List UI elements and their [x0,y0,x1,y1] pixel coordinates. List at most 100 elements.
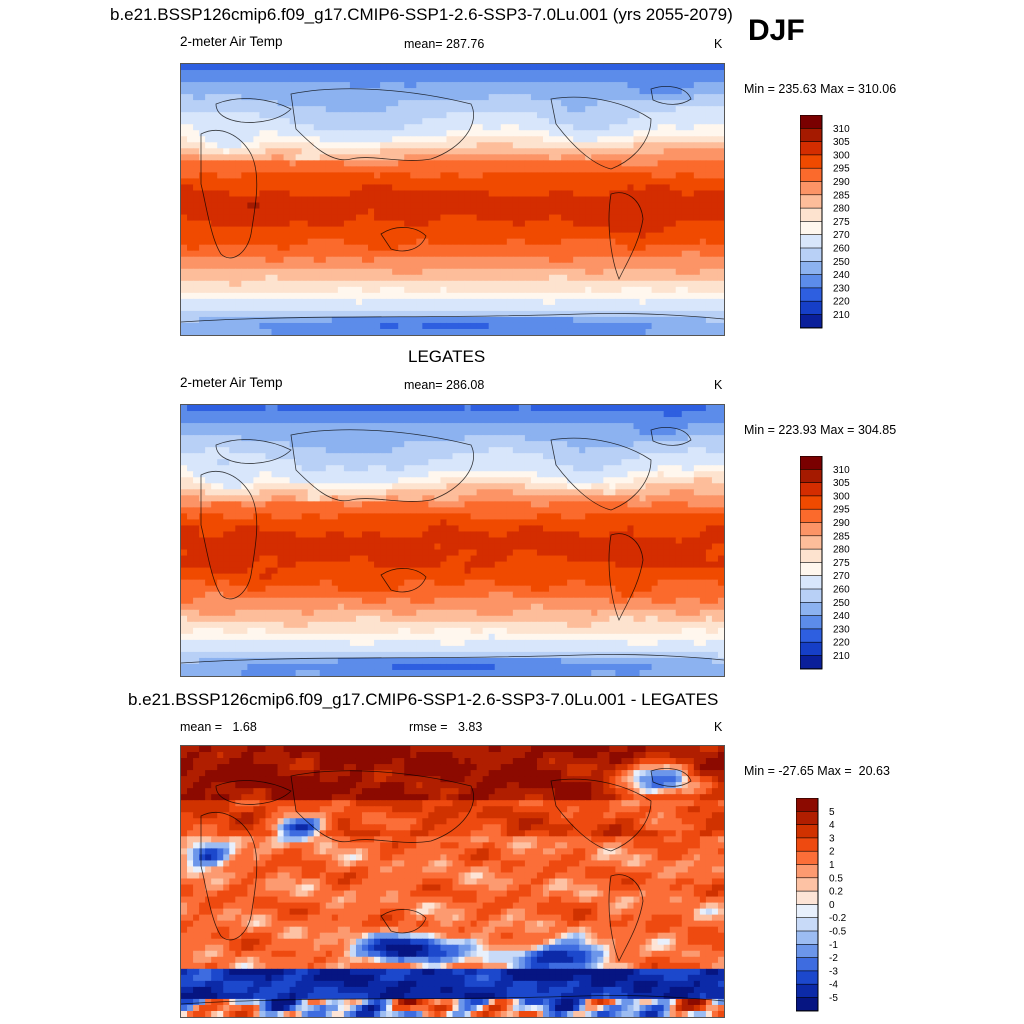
colorbar-swatch [796,798,819,812]
colorbar-tick-label: 305 [833,478,850,489]
colorbar-swatch [800,615,823,630]
panel3-map-svg [181,746,724,1017]
colorbar-tick-label: 295 [833,505,850,516]
colorbar-swatch [800,314,823,329]
panel2-map [180,404,725,677]
colorbar-swatch [800,602,823,617]
colorbar-swatch [800,287,823,302]
panel2-variable-label: 2-meter Air Temp [180,375,283,390]
colorbar-tick-label: 1 [829,860,835,871]
colorbar-swatch [800,194,823,209]
colorbar-swatch [796,930,819,945]
colorbar-swatch [800,562,823,577]
panel1-minmax-label: Min = 235.63 Max = 310.06 [744,82,897,96]
colorbar-tick-label: -0.2 [829,913,847,924]
colorbar-tick-label: 295 [833,164,850,175]
colorbar-swatch [800,300,823,316]
colorbar-tick-label: 285 [833,531,850,542]
panel1-map [180,63,725,336]
colorbar-tick-label: 2 [829,847,835,858]
colorbar-swatch [796,997,819,1012]
colorbar-tick-label: 270 [833,230,850,241]
colorbar-swatch [800,456,823,470]
colorbar-swatch [800,588,823,603]
colorbar-tick-label: 220 [833,638,850,649]
colorbar-tick-label: 0.2 [829,887,843,898]
colorbar-swatch [800,221,823,236]
panel1-units-label: K [714,37,723,51]
colorbar-tick-label: 300 [833,491,850,502]
panel3-title: b.e21.BSSP126cmip6.f09_g17.CMIP6-SSP1-2.… [128,690,719,709]
colorbar-tick-label: 5 [829,807,835,818]
colorbar-tick-label: -3 [829,966,838,977]
panel3-units-label: K [714,720,723,734]
panel2-map-svg [181,405,724,676]
panel1-mean-label: mean= 287.76 [404,37,485,51]
colorbar-swatch [796,850,819,866]
colorbar-swatch [796,983,819,999]
colorbar-swatch [800,167,823,183]
panel2-mean-label: mean= 286.08 [404,378,485,392]
colorbar-tick-label: 210 [833,651,850,662]
colorbar-tick-label: 310 [833,465,850,476]
colorbar-tick-label: 270 [833,571,850,582]
colorbar-tick-label: 285 [833,190,850,201]
colorbar-tick-label: 210 [833,310,850,321]
colorbar-swatch [800,234,823,249]
panel1-map-svg [181,64,724,335]
colorbar-swatch [800,641,823,657]
panel2-minmax-label: Min = 223.93 Max = 304.85 [744,423,897,437]
colorbar-swatch [796,811,819,826]
panel3-mean-label: mean = 1.68 [180,720,257,734]
panel2-colorbar: 310 305 300 295 290 285 280 275 270 260 250 240 230 2… [800,456,880,671]
colorbar-swatch [796,877,819,892]
colorbar-tick-label: 305 [833,137,850,148]
colorbar-swatch [800,207,823,222]
colorbar-tick-label: 280 [833,204,850,215]
colorbar-tick-label: 280 [833,545,850,556]
colorbar-tick-label: 275 [833,217,850,228]
colorbar-swatch [800,522,823,537]
colorbar-swatch [796,864,819,879]
colorbar-tick-label: 290 [833,518,850,529]
panel1-colorbar: 310 305 300 295 290 285 280 275 270 260 250 240 230 2… [800,115,880,330]
colorbar-swatch [800,655,823,670]
colorbar-tick-label: 230 [833,624,850,635]
colorbar-swatch [800,154,823,169]
colorbar-swatch [800,274,823,289]
colorbar-tick-label: 290 [833,177,850,188]
colorbar-swatch [796,837,819,852]
colorbar-tick-label: 3 [829,833,835,844]
colorbar-swatch [800,181,823,196]
colorbar-swatch [800,141,823,156]
colorbar-swatch [800,115,823,129]
colorbar-tick-label: 220 [833,297,850,308]
colorbar-tick-label: -4 [829,980,838,991]
colorbar-swatch [800,128,823,143]
colorbar-swatch [800,247,823,262]
colorbar-tick-label: -0.5 [829,927,847,938]
colorbar-swatch [800,508,823,524]
panel2-units-label: K [714,378,723,392]
colorbar-swatch [800,469,823,484]
colorbar-swatch [796,824,819,839]
colorbar-swatch [796,904,819,919]
panel3-minmax-label: Min = -27.65 Max = 20.63 [744,764,890,778]
colorbar-swatch [800,535,823,550]
panel2-title: LEGATES [408,347,486,366]
colorbar-swatch [796,890,819,905]
colorbar-tick-label: 0 [829,900,835,911]
main-title: b.e21.BSSP126cmip6.f09_g17.CMIP6-SSP1-2.… [110,5,733,24]
colorbar-tick-label: -2 [829,953,838,964]
colorbar-tick-label: -1 [829,940,838,951]
colorbar-swatch [800,548,823,563]
panel3-colorbar: 5 4 3 2 1 0.5 0.2 0 -0.2 -0.5 -1 -2 -3 -4 -5 [796,798,876,1013]
colorbar-tick-label: 250 [833,598,850,609]
colorbar-swatch [800,261,823,276]
colorbar-tick-label: 260 [833,244,850,255]
colorbar-tick-label: 240 [833,611,850,622]
colorbar-tick-label: 0.5 [829,873,843,884]
colorbar-tick-label: 260 [833,585,850,596]
colorbar-swatch [800,575,823,590]
colorbar-swatch [796,957,819,972]
